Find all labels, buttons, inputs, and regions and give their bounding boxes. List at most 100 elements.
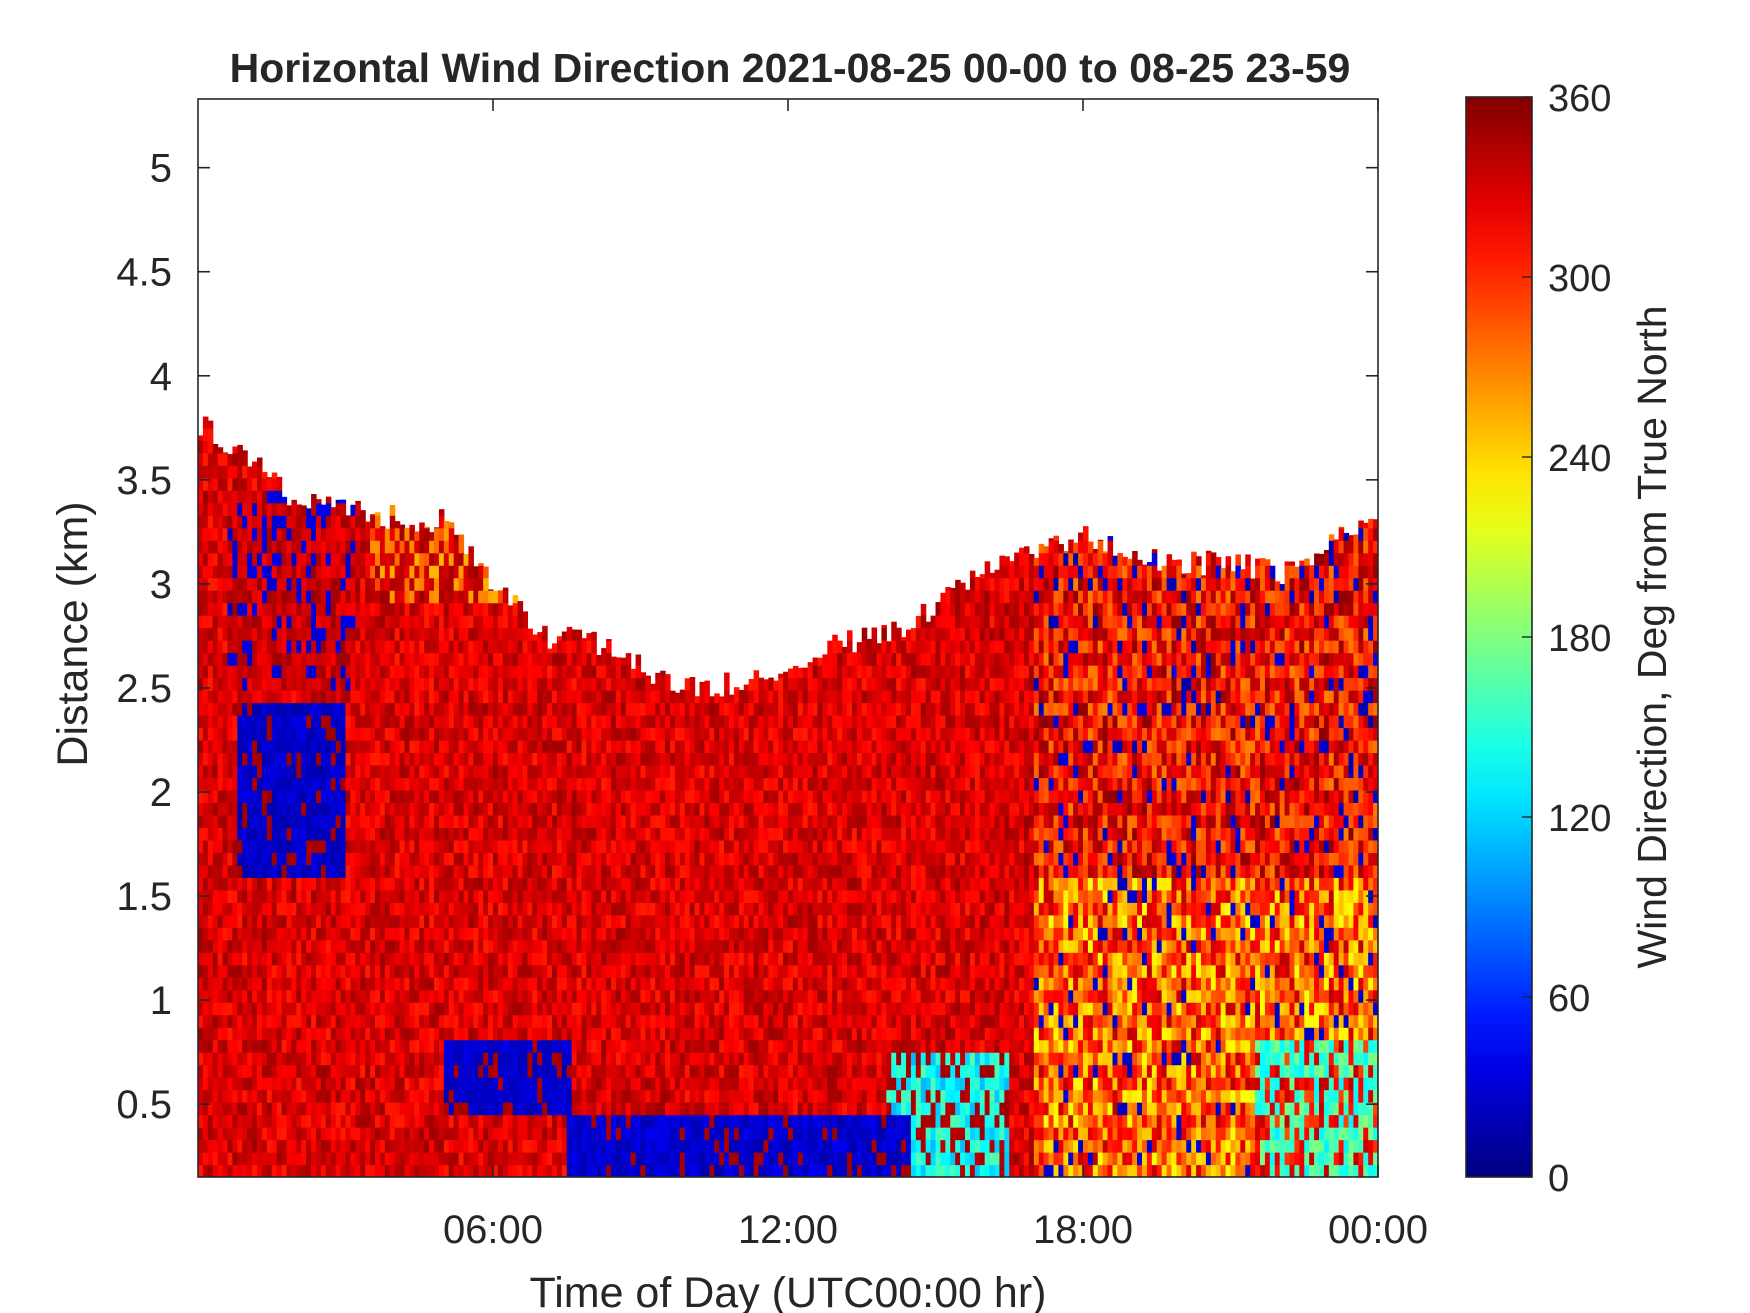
heatmap-cell	[414, 1014, 420, 1028]
heatmap-cell	[296, 677, 302, 691]
heatmap-cell	[325, 952, 332, 966]
heatmap-cell	[507, 964, 514, 978]
heatmap-cell	[458, 1114, 465, 1128]
heatmap-cell	[404, 602, 411, 616]
heatmap-cell	[281, 502, 288, 516]
heatmap-cell	[242, 1014, 248, 1028]
heatmap-cell	[296, 552, 302, 566]
heatmap-cell	[591, 702, 597, 716]
heatmap-cell	[212, 927, 219, 941]
heatmap-cell	[620, 889, 627, 903]
heatmap-cell	[512, 764, 519, 779]
heatmap-cell	[502, 665, 509, 679]
heatmap-cell	[581, 927, 588, 941]
heatmap-cell	[483, 1114, 489, 1128]
heatmap-cell	[261, 1039, 268, 1053]
heatmap-cell	[296, 1102, 302, 1116]
heatmap-cell	[355, 889, 361, 903]
heatmap-cell	[261, 1127, 268, 1141]
heatmap-cell	[601, 877, 607, 891]
heatmap-cell	[542, 789, 548, 804]
heatmap-cell	[335, 1127, 342, 1141]
heatmap-cell	[325, 864, 332, 878]
heatmap-cell	[340, 964, 347, 978]
heatmap-cell	[438, 902, 445, 916]
heatmap-cell	[429, 889, 435, 903]
heatmap-cell	[561, 1014, 568, 1028]
heatmap-cell	[394, 727, 401, 741]
heatmap-cell	[463, 565, 470, 579]
heatmap-cell	[552, 1102, 558, 1116]
heatmap-cell	[660, 914, 666, 928]
heatmap-cell	[212, 802, 219, 816]
heatmap-cell	[375, 952, 381, 966]
heatmap-cell	[635, 1039, 642, 1053]
heatmap-cell	[296, 1139, 302, 1153]
heatmap-cell	[552, 977, 558, 991]
heatmap-cell	[547, 939, 553, 953]
heatmap-cell	[404, 1052, 411, 1066]
heatmap-cell	[419, 1077, 425, 1091]
heatmap-cell	[468, 889, 474, 903]
heatmap-cell	[438, 515, 445, 529]
heatmap-cell	[375, 764, 381, 779]
heatmap-cell	[586, 902, 592, 916]
heatmap-cell	[620, 964, 627, 978]
heatmap-cell	[483, 789, 489, 804]
heatmap-cell	[271, 952, 278, 966]
heatmap-cell	[198, 877, 204, 891]
heatmap-cell	[237, 789, 243, 804]
heatmap-cell	[542, 1039, 548, 1053]
heatmap-cell	[660, 864, 666, 878]
heatmap-cell	[434, 552, 440, 566]
heatmap-cell	[404, 577, 411, 591]
heatmap-cell	[301, 939, 307, 953]
heatmap-cell	[414, 802, 420, 816]
heatmap-cell	[419, 839, 425, 853]
heatmap-cell	[404, 540, 411, 554]
heatmap-cell	[257, 914, 263, 928]
heatmap-cell	[532, 752, 538, 766]
heatmap-cell	[448, 739, 455, 754]
heatmap-cell	[473, 964, 479, 978]
heatmap-cell	[384, 1014, 391, 1028]
heatmap-cell	[232, 715, 238, 729]
heatmap-cell	[424, 1014, 430, 1028]
heatmap-cell	[365, 565, 371, 579]
heatmap-cell	[316, 627, 322, 641]
heatmap-cell	[212, 1089, 219, 1103]
heatmap-cell	[434, 527, 440, 541]
heatmap-cell	[325, 914, 332, 928]
heatmap-cell	[547, 964, 553, 978]
heatmap-cell	[483, 939, 489, 953]
heatmap-cell	[556, 939, 563, 953]
heatmap-cell	[507, 839, 514, 853]
heatmap-cell	[502, 889, 509, 903]
heatmap-cell	[419, 989, 425, 1003]
heatmap-cell	[340, 1102, 347, 1116]
heatmap-cell	[419, 764, 425, 779]
heatmap-cell	[345, 814, 352, 828]
heatmap-cell	[271, 665, 278, 679]
heatmap-cell	[512, 677, 519, 691]
heatmap-cell	[296, 1014, 302, 1028]
heatmap-cell	[443, 939, 450, 953]
heatmap-cell	[625, 1114, 632, 1128]
heatmap-cell	[429, 1014, 435, 1028]
heatmap-cell	[389, 715, 396, 729]
heatmap-cell	[399, 652, 406, 666]
heatmap-cell	[384, 1114, 391, 1128]
heatmap-cell	[586, 1027, 592, 1041]
heatmap-cell	[591, 631, 597, 641]
heatmap-cell	[556, 1102, 563, 1116]
heatmap-cell	[345, 715, 352, 729]
heatmap-cell	[330, 1014, 337, 1028]
heatmap-cell	[493, 802, 499, 816]
heatmap-cell	[601, 939, 607, 953]
heatmap-cell	[532, 739, 538, 754]
heatmap-cell	[581, 1014, 588, 1028]
heatmap-cell	[227, 852, 234, 866]
heatmap-cell	[257, 1114, 263, 1128]
heatmap-cell	[399, 1089, 406, 1103]
heatmap-cell	[591, 1077, 597, 1091]
